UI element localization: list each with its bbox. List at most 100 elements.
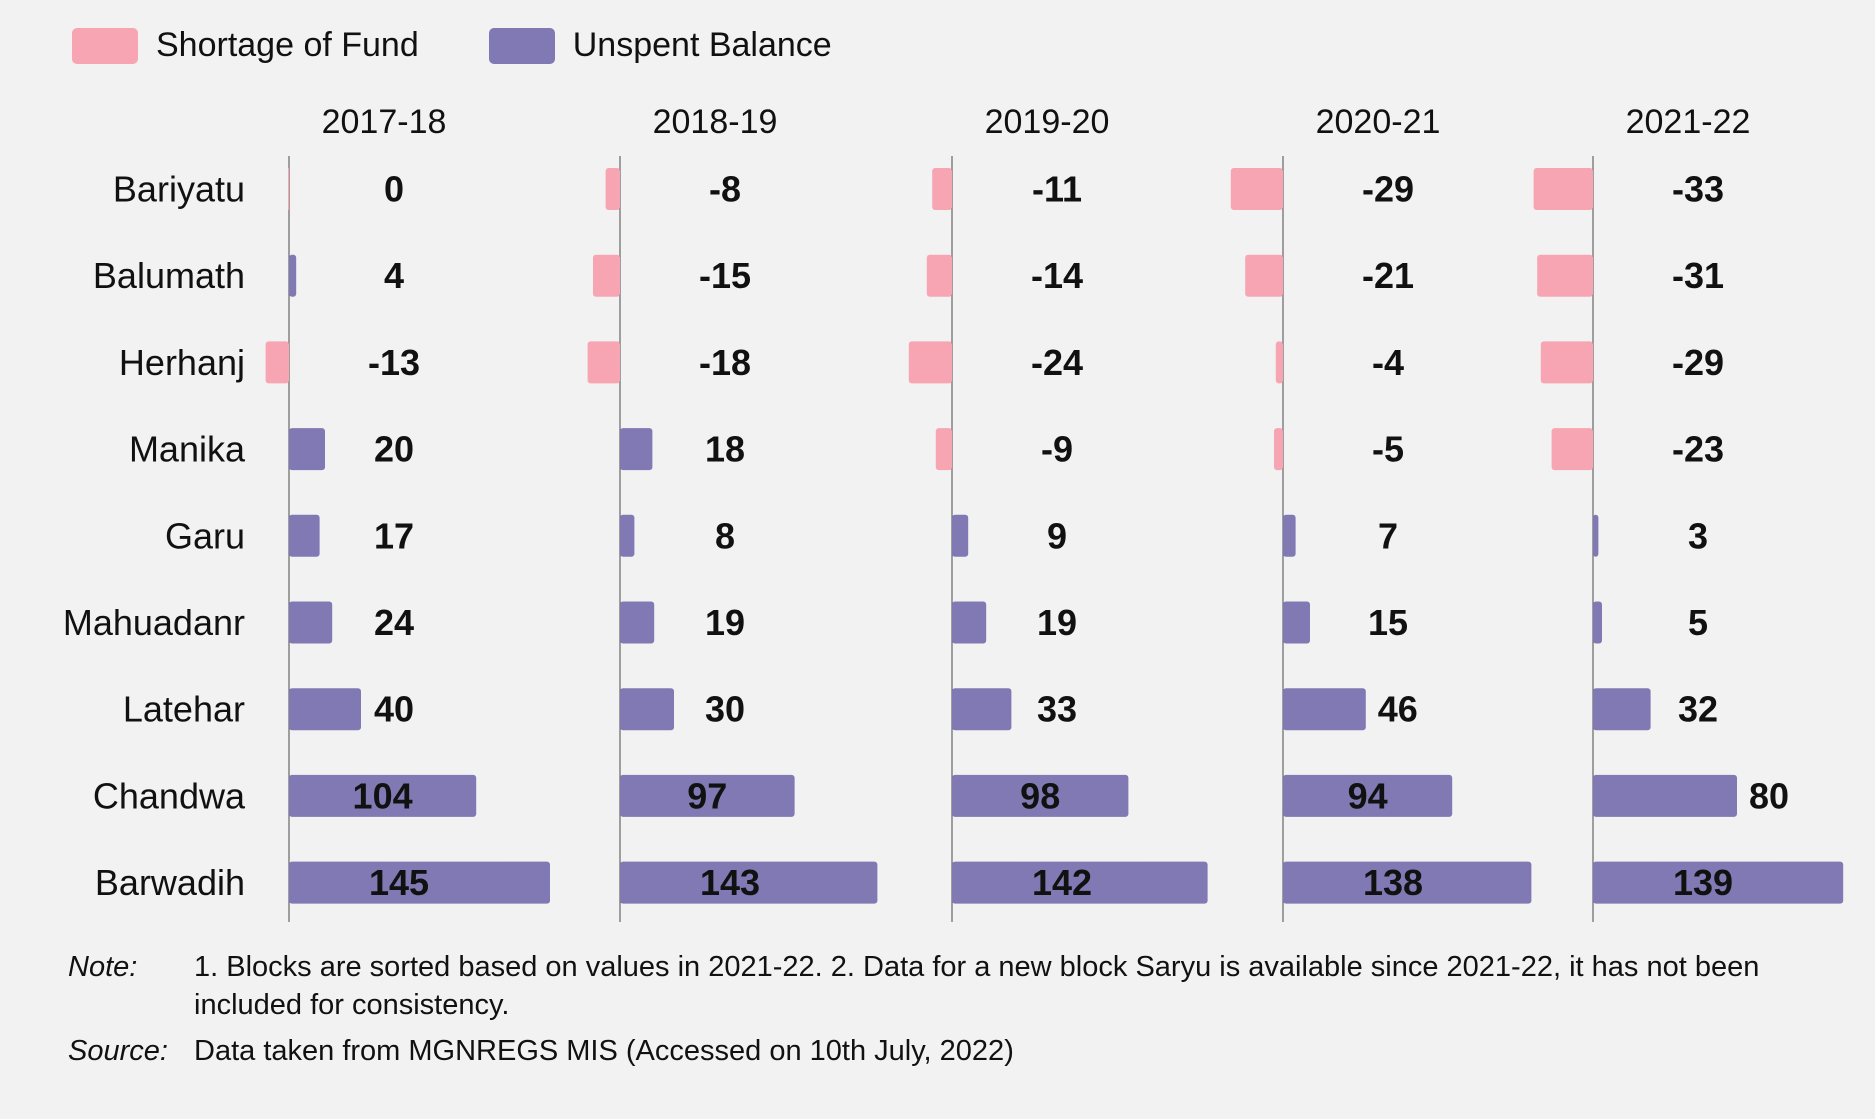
note-key: Note: [68, 951, 138, 983]
legend-swatch-shortage [72, 27, 138, 64]
unspent-bar [1593, 514, 1599, 557]
data-label: 33 [1037, 689, 1077, 730]
source-key: Source: [68, 1035, 168, 1067]
data-label: 19 [705, 602, 745, 643]
shortage-bar [1533, 168, 1593, 210]
unspent-bar [952, 774, 1129, 817]
data-label: 0 [384, 169, 404, 210]
shortage-bar [1274, 428, 1283, 471]
unspent-bar [1283, 861, 1532, 904]
shortage-bar [265, 341, 289, 384]
legend-label-shortage: Shortage of Fund [156, 26, 419, 64]
unspent-bar [952, 688, 1012, 731]
category-label: Bariyatu [113, 169, 245, 210]
shortage-bar [935, 428, 952, 471]
unspent-bar [620, 774, 795, 817]
shortage-bar [932, 168, 952, 210]
data-label: 7 [1378, 515, 1398, 556]
data-label: 9 [1047, 515, 1067, 556]
data-label: 104 [353, 775, 413, 816]
data-label: -14 [1031, 255, 1083, 296]
shortage-bar [1230, 168, 1283, 210]
data-label: 32 [1678, 689, 1718, 730]
unspent-bar [289, 514, 320, 557]
legend-label-unspent: Unspent Balance [572, 26, 832, 64]
data-label: 5 [1688, 602, 1708, 643]
note-text: 1. Blocks are sorted based on values in … [194, 951, 1760, 1021]
data-label: 139 [1673, 862, 1733, 903]
shortage-bar [1540, 341, 1593, 384]
data-label: 24 [374, 602, 414, 643]
data-label: -29 [1362, 169, 1414, 210]
data-label: 142 [1032, 862, 1092, 903]
data-label: 143 [700, 862, 760, 903]
data-label: -5 [1372, 429, 1404, 470]
data-label: -33 [1672, 169, 1724, 210]
shortage-bar [605, 168, 620, 210]
data-label: -9 [1041, 429, 1073, 470]
data-label: -15 [699, 255, 751, 296]
panel-title: 2019-20 [985, 103, 1110, 141]
source-text: Data taken from MGNREGS MIS (Accessed on… [194, 1035, 1014, 1067]
legend-swatch-unspent [488, 27, 555, 64]
data-label: 15 [1368, 602, 1408, 643]
data-label: 30 [705, 689, 745, 730]
unspent-bar [289, 254, 297, 297]
shortage-bar [593, 254, 620, 297]
data-label: 8 [715, 515, 735, 556]
legend-item-shortage: Shortage of Fund [72, 26, 419, 65]
source-row: Source: Data taken from MGNREGS MIS (Acc… [68, 1032, 1854, 1070]
data-label: 80 [1749, 775, 1789, 816]
data-label: -23 [1672, 429, 1724, 470]
unspent-bar [1283, 774, 1453, 817]
legend-item-unspent: Unspent Balance [488, 26, 832, 65]
shortage-bar [1537, 254, 1593, 297]
unspent-bar [1593, 688, 1651, 731]
data-label: 18 [705, 429, 745, 470]
unspent-bar [1593, 601, 1602, 644]
unspent-bar [620, 601, 655, 644]
unspent-bar [952, 514, 969, 557]
category-label: Latehar [123, 689, 245, 730]
bar-chart: Bariyatu Balumath Herhanj Manika Garu Mahuada… [63, 103, 1844, 922]
data-label: 98 [1020, 775, 1060, 816]
data-label: 97 [687, 775, 727, 816]
data-label: -24 [1031, 342, 1083, 383]
chart-legend: Shortage of Fund Unspent Balance [72, 26, 902, 65]
unspent-bar [289, 688, 361, 731]
data-label: 145 [369, 862, 429, 903]
data-label: 20 [374, 429, 414, 470]
panel-title: 2017-18 [322, 103, 447, 141]
data-label: 4 [384, 255, 404, 296]
unspent-bar [620, 514, 635, 557]
shortage-bar [1245, 254, 1283, 297]
data-label: 46 [1378, 689, 1418, 730]
chart-notes: Note: 1. Blocks are sorted based on valu… [68, 948, 1854, 1070]
note-row: Note: 1. Blocks are sorted based on valu… [68, 948, 1854, 1024]
data-label: -4 [1372, 342, 1404, 383]
unspent-bar [620, 688, 674, 731]
data-label: -8 [709, 169, 741, 210]
unspent-bar [1283, 688, 1366, 731]
unspent-bar [1283, 601, 1310, 644]
panel-title: 2021-22 [1626, 103, 1751, 141]
data-label: -11 [1032, 169, 1082, 210]
panel-title: 2020-21 [1316, 103, 1441, 141]
unspent-bar [289, 601, 333, 644]
data-label: -31 [1672, 255, 1724, 296]
data-label: -18 [699, 342, 751, 383]
category-label: Manika [129, 429, 246, 470]
unspent-bar [1283, 514, 1296, 557]
data-label: 94 [1348, 775, 1388, 816]
data-label: -29 [1672, 342, 1724, 383]
unspent-bar [289, 861, 550, 904]
data-label: -21 [1362, 255, 1414, 296]
shortage-bar [288, 168, 289, 210]
data-label: 138 [1363, 862, 1423, 903]
shortage-bar [1551, 428, 1593, 471]
data-label: 19 [1037, 602, 1077, 643]
category-label: Barwadih [95, 862, 245, 903]
panel-title: 2018-19 [653, 103, 778, 141]
shortage-bar [1275, 341, 1283, 384]
data-label: 17 [374, 515, 414, 556]
